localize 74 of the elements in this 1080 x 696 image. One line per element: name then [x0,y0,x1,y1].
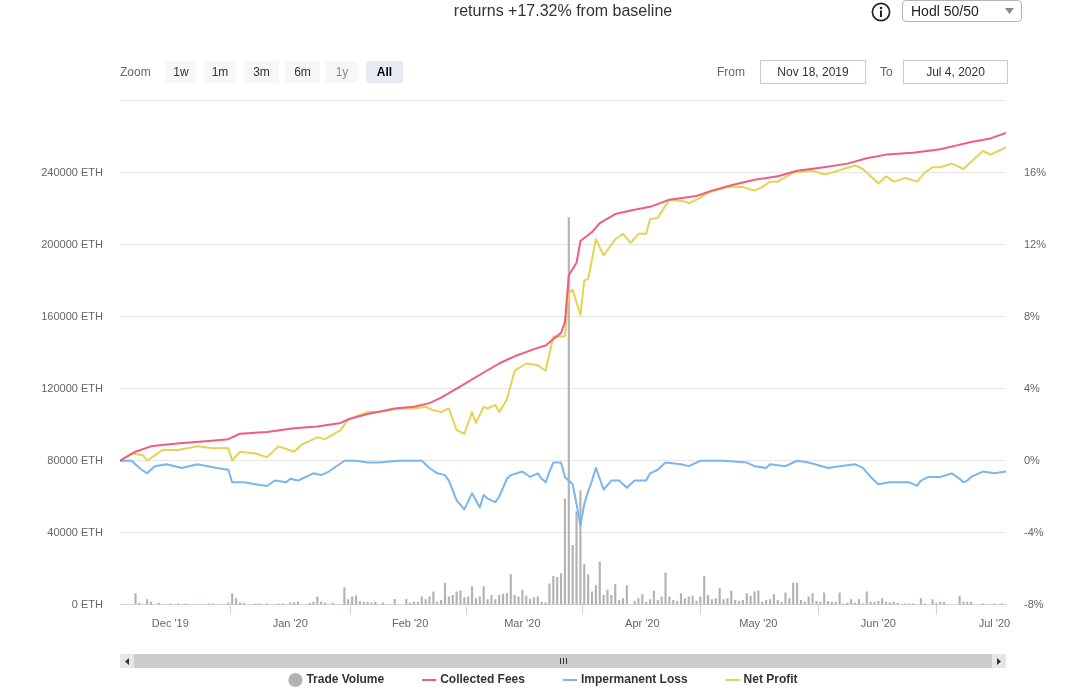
text: 1w [172,65,190,79]
y2-tick-label: -4% [1024,525,1044,538]
bar [823,592,826,605]
bar [556,577,559,605]
bar [637,598,640,605]
text: Jul 4, 2020 [925,65,986,79]
legend-label: Trade Volume [306,672,385,687]
bar [664,572,667,605]
bar [633,600,636,605]
y2-tick-label: 0% [1024,453,1041,466]
x-tick-label: Dec '19 [151,617,189,630]
text: Hodl 50/50 [911,3,979,19]
bar [784,592,787,605]
bar [583,563,586,605]
text: Zoom [120,65,151,79]
y2-tick-label: -8% [1024,597,1044,610]
y-tick-label: 0 ETH [71,597,104,610]
bar [811,593,814,605]
bar [594,585,597,605]
y-tick-label: 240000 ETH [41,165,104,178]
x-tick-label: Jan '20 [272,617,308,630]
y-tick-label: 40000 ETH [47,525,104,538]
bar [354,595,358,605]
bar [587,574,590,605]
bar [471,586,474,605]
bar [490,594,493,605]
y-tick-label: 120000 ETH [41,381,104,394]
text: 3m [252,65,271,79]
bar [873,601,876,605]
text: 6m [293,65,312,79]
x-tick-label: Jul '20 [978,617,1011,630]
bar [931,599,934,605]
bar [703,576,706,605]
bar [559,573,563,605]
x-tick-label: Apr '20 [625,617,660,630]
bar [370,602,373,605]
text: From [717,65,745,79]
legend-label: Collected Fees [440,672,526,687]
bar [482,586,485,605]
bar [134,593,137,605]
text: 1y [334,65,350,79]
bar [695,600,698,605]
x-tick-label: Feb '20 [391,617,429,630]
bar [509,574,512,605]
chart-title: returns +17.32% from baseline [453,2,673,19]
y2-tick-label: 4% [1024,381,1041,394]
text: All [375,65,394,79]
bar [753,591,756,605]
y2-tick-label: 16% [1024,165,1047,178]
text: 1m [210,65,230,79]
bar [312,601,315,605]
bar [459,590,462,605]
y-tick-label: 80000 ETH [47,453,104,466]
legend-label: Impermanent Loss [580,672,688,687]
x-tick-label: Mar '20 [504,617,541,630]
bar [563,498,567,605]
bar [625,585,628,605]
bar [598,561,601,605]
x-tick-label: Jun '20 [860,617,896,630]
y2-tick-label: 8% [1024,309,1041,322]
bar [606,589,609,605]
bar [838,592,841,605]
y2-tick-label: 12% [1024,237,1047,250]
y-tick-label: 160000 ETH [41,309,104,322]
bar [343,587,346,605]
legend-label: Net Profit [743,672,798,687]
x-tick-label: May '20 [739,617,778,630]
bar [428,596,431,605]
y-tick-label: 200000 ETH [41,237,104,250]
text: Nov 18, 2019 [776,65,850,79]
text: To [880,65,893,79]
bar [757,590,760,605]
bar [552,576,555,605]
bar [958,595,961,605]
